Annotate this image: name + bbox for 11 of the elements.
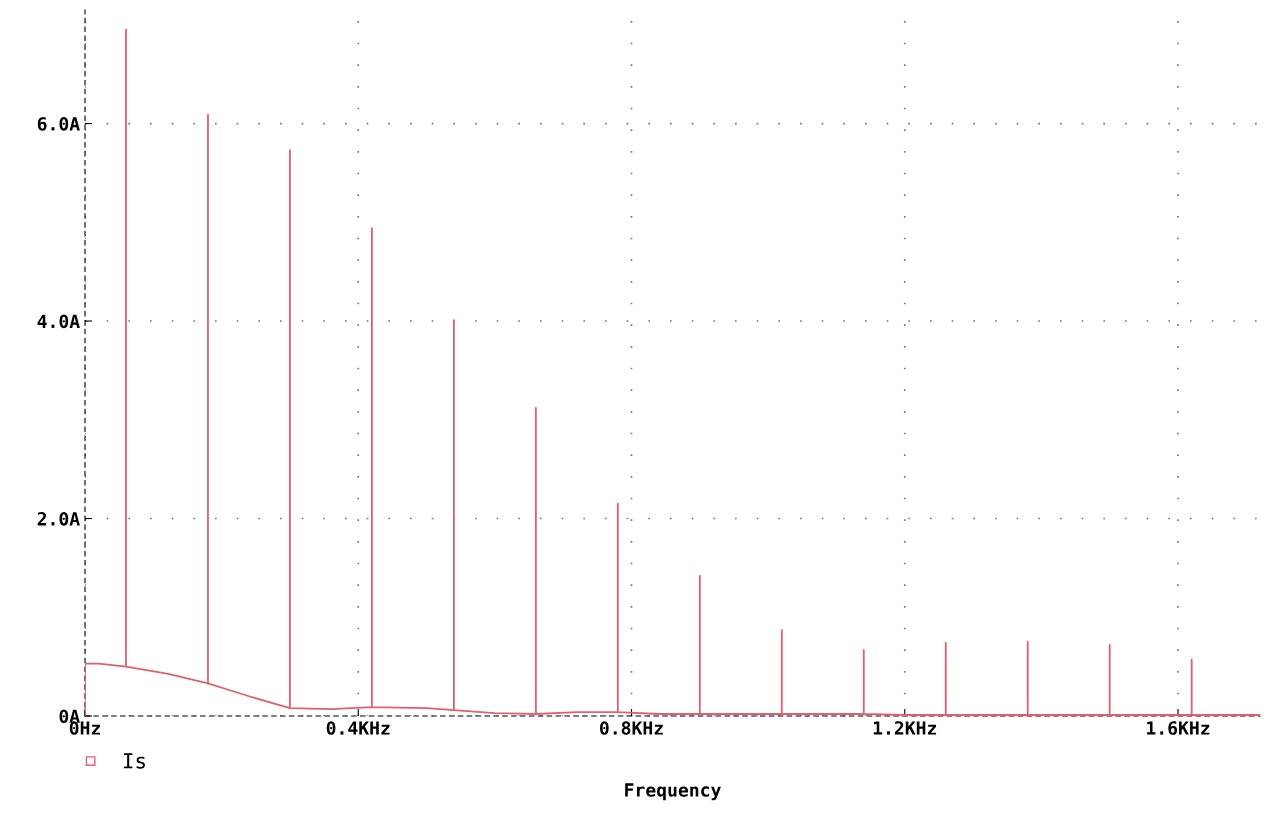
x-tick-label: 0.4KHz xyxy=(326,721,390,735)
y-tick-label: 4.0A xyxy=(37,314,80,329)
y-tick-label: 0A xyxy=(59,709,80,724)
x-tick-label: 0.8KHz xyxy=(599,721,663,735)
x-axis-title: Frequency xyxy=(625,783,721,801)
y-tick-label: 6.0A xyxy=(37,117,80,131)
x-tick-label: 0Hz xyxy=(69,721,100,735)
x-tick-label: 1.6KHz xyxy=(1147,721,1210,735)
legend-label: Is xyxy=(123,753,145,769)
x-tick-label: 1.2KHz xyxy=(873,721,937,735)
y-tick-label: 2.0A xyxy=(37,511,80,526)
